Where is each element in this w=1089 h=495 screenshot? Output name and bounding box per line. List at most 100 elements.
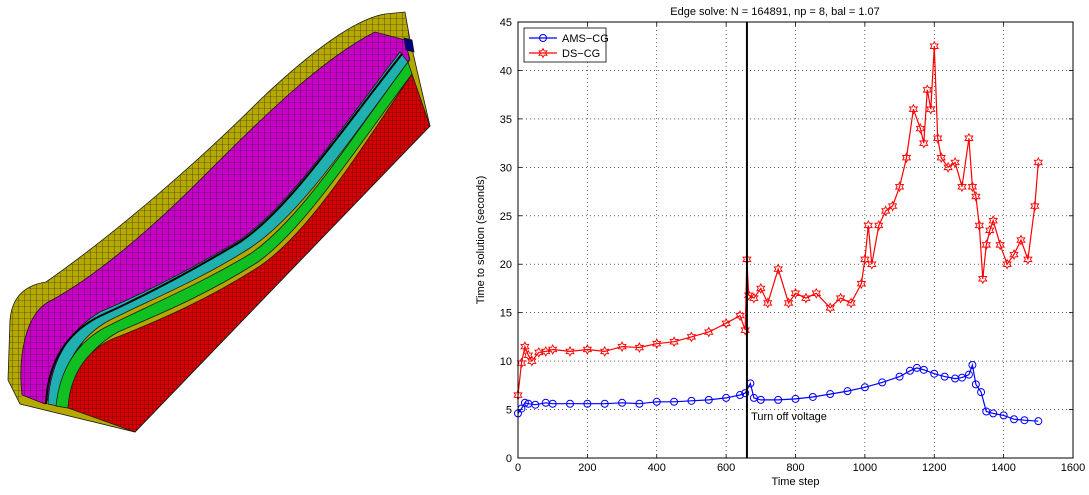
legend-entry: AMS−CG (529, 33, 609, 45)
data-point (670, 397, 679, 406)
data-point (520, 398, 529, 407)
data-point (527, 355, 537, 367)
data-point (989, 409, 998, 418)
legend-marker (539, 34, 547, 42)
data-point (1009, 249, 1019, 260)
mesh-interface-line (45, 53, 403, 405)
data-point (1020, 416, 1029, 425)
data-point (686, 331, 697, 343)
mesh-red-grid (68, 74, 430, 432)
data-point (669, 336, 679, 348)
data-point (825, 302, 835, 314)
chart: Edge solve: N = 164891, np = 8, bal = 1.… (475, 6, 1085, 488)
data-point (968, 360, 977, 369)
data-point (929, 40, 939, 52)
y-tick-label: 30 (500, 162, 512, 174)
data-point (547, 344, 558, 356)
data-point (652, 338, 662, 350)
data-point (635, 399, 644, 408)
data-point (721, 317, 731, 329)
axis-ticks: 0 200 400 600 800 1000 1200 1400 1600 0 5 10 15 20 25 3… (500, 17, 1085, 474)
data-point (791, 394, 800, 403)
y-tick-label: 20 (500, 259, 512, 271)
data-point (860, 383, 869, 392)
x-tick-label: 0 (515, 462, 521, 474)
legend-entry: DS−CG (529, 47, 600, 60)
data-point (774, 395, 783, 404)
data-point (531, 400, 540, 409)
plot-border (517, 21, 1074, 459)
legend-box (523, 27, 607, 63)
y-tick-label: 10 (500, 356, 512, 368)
data-point (743, 289, 754, 301)
y-tick-label: 35 (500, 114, 512, 126)
data-point (520, 341, 530, 353)
data-point (835, 292, 846, 304)
legend-label: DS−CG (562, 48, 600, 60)
data-point (801, 292, 811, 304)
data-point (756, 395, 765, 404)
data-point (582, 344, 593, 355)
vertical-marker: Turn off voltage (745, 22, 827, 458)
data-point (922, 84, 933, 96)
x-tick-label: 600 (717, 462, 735, 474)
data-point (863, 220, 874, 231)
data-point (599, 345, 610, 357)
data-point (1002, 258, 1012, 270)
x-axis-label: Time step (772, 476, 820, 488)
data-point (704, 326, 714, 338)
data-point (867, 258, 877, 270)
data-point (741, 389, 750, 398)
data-point (971, 380, 980, 389)
mesh-cap (403, 37, 415, 53)
legend-label: AMS−CG (562, 33, 609, 45)
data-point (860, 253, 870, 265)
y-tick-label: 40 (500, 65, 512, 77)
data-point (977, 388, 986, 397)
data-point (749, 292, 759, 304)
data-point (915, 123, 926, 135)
data-point (826, 390, 835, 399)
data-point (811, 287, 822, 299)
data-point (1030, 200, 1040, 212)
data-point (964, 370, 973, 379)
x-tick-label: 200 (578, 462, 596, 474)
data-point (722, 393, 731, 402)
data-point (740, 324, 750, 336)
x-tick-label: 1200 (922, 462, 946, 474)
data-point (878, 378, 887, 387)
data-point (988, 215, 998, 227)
x-tick-label: 1600 (1061, 462, 1085, 474)
data-point (995, 239, 1005, 251)
data-point (704, 395, 713, 404)
data-point (736, 391, 744, 400)
chart-panel: Edge solve: N = 164891, np = 8, bal = 1.… (460, 0, 1089, 490)
data-point (783, 297, 794, 309)
x-tick-label: 1000 (853, 462, 877, 474)
data-point (950, 157, 960, 168)
data-point (856, 278, 867, 290)
data-point (957, 181, 967, 193)
data-point (874, 220, 884, 231)
data-point (905, 366, 914, 375)
data-point (908, 103, 919, 115)
data-point (756, 282, 766, 294)
data-point (1034, 417, 1043, 426)
data-point (895, 372, 904, 381)
data-point (1010, 415, 1019, 424)
data-point (652, 397, 661, 406)
series-layer (513, 40, 1044, 426)
mesh-figure (0, 0, 460, 490)
y-tick-label: 15 (500, 308, 512, 320)
y-tick-label: 45 (500, 17, 512, 29)
data-point (735, 310, 745, 322)
data-point (583, 399, 592, 408)
data-point (940, 372, 949, 381)
series-ds-cg (513, 40, 1044, 401)
mesh-magenta-grid (20, 32, 410, 404)
data-point (846, 297, 856, 309)
data-point (566, 399, 575, 408)
data-point (981, 239, 992, 251)
data-point (958, 373, 966, 382)
chart-title: Edge solve: N = 164891, np = 8, bal = 1.… (670, 6, 879, 18)
